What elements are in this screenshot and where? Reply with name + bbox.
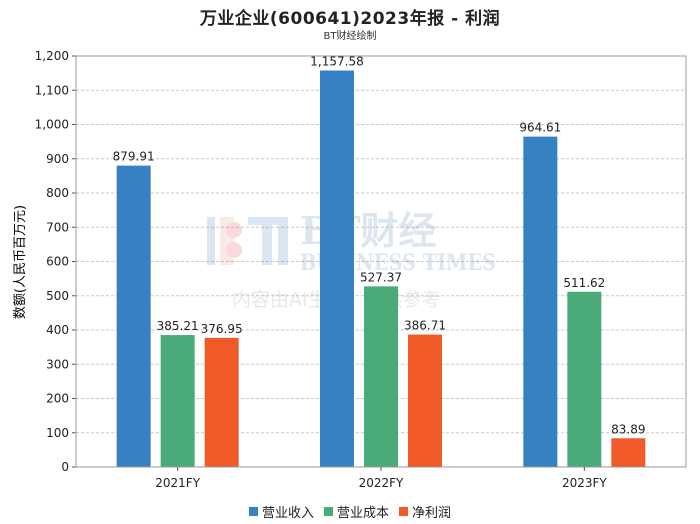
y-tick-label: 900 xyxy=(46,152,69,166)
data-label: 376.95 xyxy=(201,322,243,336)
legend-swatch xyxy=(248,507,258,516)
y-tick-label: 200 xyxy=(46,392,69,406)
data-label: 964.61 xyxy=(519,121,561,135)
bar xyxy=(320,70,354,468)
legend: 营业收入 营业成本 净利润 xyxy=(0,502,700,521)
bar xyxy=(364,286,398,467)
data-label: 1,157.58 xyxy=(310,55,363,69)
legend-label: 营业收入 xyxy=(261,506,314,521)
y-axis-label: 数额(人民币百万元) xyxy=(13,205,28,319)
bar xyxy=(408,334,442,467)
legend-swatch xyxy=(399,507,408,516)
y-tick-label: 300 xyxy=(46,357,69,371)
bars xyxy=(116,70,646,468)
chart-title: 万业企业(600641)2023年报 - 利润 xyxy=(199,9,501,29)
bar xyxy=(611,438,646,467)
x-tick-label: 2023FY xyxy=(562,476,607,490)
legend-label: 营业成本 xyxy=(336,506,389,521)
legend-label: 净利润 xyxy=(412,506,452,521)
y-tick-label: 800 xyxy=(46,186,69,200)
data-label: 879.91 xyxy=(113,150,155,164)
y-tick-label: 1,000 xyxy=(35,118,69,132)
data-label: 83.89 xyxy=(611,422,645,436)
data-label: 511.62 xyxy=(563,276,605,290)
data-labels: 879.91 385.21 376.95 1,157.58 527.37 386.71 96… xyxy=(113,55,646,437)
legend-item: 净利润 xyxy=(399,502,451,521)
data-label: 385.21 xyxy=(157,319,199,333)
y-tick-label: 1,100 xyxy=(35,83,69,97)
bar xyxy=(204,337,239,467)
bar xyxy=(160,335,195,467)
watermark-logo-icon xyxy=(207,217,288,265)
y-tick-label: 400 xyxy=(46,323,69,337)
y-tick-label: 500 xyxy=(46,289,69,303)
data-label: 527.37 xyxy=(360,270,402,284)
bar xyxy=(116,165,151,467)
bar xyxy=(523,136,558,467)
legend-item: 营业成本 xyxy=(323,502,389,521)
y-tick-label: 600 xyxy=(46,255,69,269)
y-tick-label: 100 xyxy=(46,426,69,440)
x-tick-label: 2021FY xyxy=(155,476,200,490)
legend-item: 营业收入 xyxy=(248,502,314,521)
axes: 0 100 200 300 400 500 600 700 800 900 1,000 1,100 1,… xyxy=(35,49,687,490)
y-tick-label: 0 xyxy=(61,460,69,474)
y-tick-label: 700 xyxy=(46,220,69,234)
legend-swatch xyxy=(323,507,333,516)
data-label: 386.71 xyxy=(404,319,446,333)
chart-subtitle: BT财经绘制 xyxy=(323,31,377,42)
y-tick-label: 1,200 xyxy=(35,49,69,63)
bar xyxy=(567,291,602,467)
x-tick-label: 2022FY xyxy=(359,476,404,490)
